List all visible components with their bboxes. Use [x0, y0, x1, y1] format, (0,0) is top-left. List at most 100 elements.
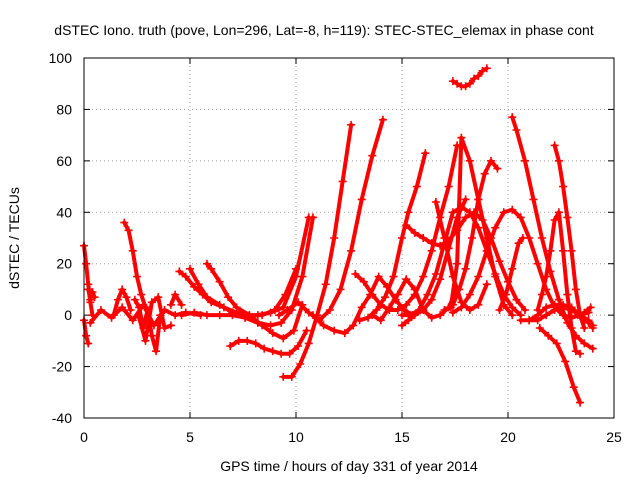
data-point — [275, 311, 284, 320]
grid — [84, 58, 614, 418]
data-point — [228, 308, 237, 317]
data-point — [455, 285, 464, 294]
series-6 — [120, 218, 150, 312]
data-point — [427, 239, 436, 248]
data-point — [126, 306, 135, 314]
data-point — [436, 275, 445, 284]
data-point — [448, 208, 457, 217]
data-point — [202, 259, 211, 268]
data-point — [404, 208, 413, 217]
data-point — [448, 308, 457, 317]
x-tick-label: 15 — [394, 429, 410, 445]
data-point — [495, 306, 504, 314]
data-point — [402, 221, 411, 230]
data-point — [398, 321, 406, 330]
series-9-track — [168, 292, 184, 307]
x-tick-label: 5 — [186, 429, 194, 445]
data-point — [215, 300, 224, 309]
data-point — [86, 318, 95, 327]
data-point — [419, 306, 428, 314]
data-point — [580, 308, 589, 317]
data-point — [427, 246, 436, 255]
data-point — [550, 306, 559, 314]
data-point — [457, 303, 466, 312]
y-tick-label: -40 — [52, 410, 72, 426]
data-point — [330, 326, 339, 335]
data-point — [258, 321, 267, 330]
data-point — [243, 336, 252, 345]
data-point — [537, 234, 546, 242]
data-point — [559, 303, 568, 312]
data-point — [393, 290, 402, 299]
data-point — [82, 259, 91, 268]
series-1 — [80, 241, 97, 320]
data-point — [232, 303, 241, 312]
data-point — [427, 313, 436, 322]
data-point — [234, 336, 243, 345]
data-point — [444, 182, 453, 191]
series-15 — [279, 120, 356, 381]
series-35 — [535, 324, 585, 407]
data-point — [520, 156, 529, 165]
data-point — [440, 234, 449, 242]
data-point — [122, 293, 131, 302]
data-point — [508, 311, 517, 320]
data-point — [368, 311, 377, 320]
data-point — [499, 208, 508, 217]
data-point — [491, 272, 500, 281]
data-point — [133, 272, 141, 281]
data-point — [516, 316, 525, 325]
data-point — [258, 311, 267, 320]
y-tick-label: 60 — [56, 153, 72, 169]
data-point — [410, 285, 419, 294]
data-point — [308, 311, 317, 320]
series-25-track — [442, 135, 515, 318]
data-point — [453, 259, 462, 268]
data-point — [190, 282, 199, 291]
data-point — [410, 311, 419, 320]
data-point — [465, 156, 474, 165]
data-point — [215, 277, 224, 286]
data-point — [423, 290, 432, 299]
series-30 — [495, 234, 527, 314]
data-point — [482, 280, 491, 289]
data-point — [325, 306, 334, 314]
data-point — [128, 316, 137, 325]
series-3 — [84, 285, 99, 304]
data-point — [374, 272, 383, 281]
data-point — [135, 303, 144, 312]
data-point — [431, 270, 440, 278]
data-point — [355, 316, 364, 325]
data-point — [554, 208, 563, 217]
y-tick-label: 100 — [49, 50, 73, 66]
data-point — [128, 246, 137, 255]
series-9 — [166, 290, 186, 309]
x-tick-label: 10 — [288, 429, 304, 445]
data-point — [147, 298, 156, 307]
data-point — [431, 198, 440, 206]
data-point — [580, 339, 589, 348]
data-point — [537, 290, 546, 299]
chart-title: dSTEC Iono. truth (pove, Lon=296, Lat=-8… — [54, 22, 594, 38]
data-point — [535, 324, 544, 332]
data-point — [453, 79, 462, 88]
data-point — [508, 205, 517, 214]
data-point — [436, 241, 445, 250]
data-point — [302, 326, 311, 335]
series-5 — [109, 285, 135, 320]
series-3-track — [86, 287, 97, 302]
data-point — [544, 331, 553, 340]
data-point — [542, 272, 551, 281]
data-point — [493, 164, 502, 173]
data-point — [124, 226, 133, 235]
data-point — [404, 316, 413, 325]
data-point — [378, 115, 387, 124]
data-point — [86, 295, 95, 304]
series-7 — [130, 295, 165, 356]
data-point — [421, 149, 430, 158]
data-point — [389, 272, 398, 281]
data-point — [571, 347, 580, 356]
data-point — [436, 311, 445, 320]
data-point — [152, 347, 161, 356]
